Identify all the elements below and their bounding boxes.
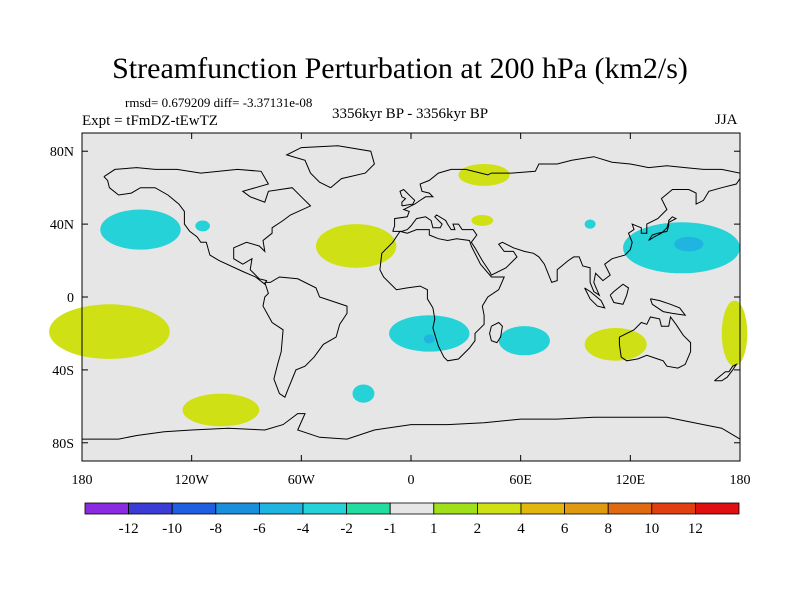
colorbar-label: -1 [384, 521, 397, 537]
colorbar-label: -4 [297, 521, 310, 537]
australia-pos-contour [584, 327, 647, 361]
colorbar-label: -6 [253, 521, 266, 537]
colorbar-swatch [84, 502, 129, 515]
colorbar-label: 4 [517, 521, 525, 537]
nw-pacific-core-contour [674, 236, 704, 252]
colorbar-label: 2 [474, 521, 482, 537]
colorbar-swatch [564, 502, 609, 515]
mediterranean-pos-contour [471, 215, 494, 226]
colorbar-swatch [128, 502, 173, 515]
lat-tick-label: 40N [50, 218, 74, 233]
lon-tick-label: 0 [408, 473, 415, 488]
plot-title: Streamfunction Perturbation at 200 hPa (… [112, 52, 688, 85]
lon-tick-label: 60E [509, 473, 532, 488]
period-label: 3356kyr BP - 3356kyr BP [331, 106, 489, 122]
colorbar-label: 6 [561, 521, 569, 537]
season-label: JJA [715, 112, 738, 128]
colorbar-label: 1 [430, 521, 438, 537]
indian-ocean-neg-contour [498, 326, 550, 356]
coast-africa [379, 229, 505, 362]
coast-australia [618, 315, 692, 369]
colorbar-swatch [346, 502, 391, 515]
s-atlantic-neg-contour [389, 315, 470, 352]
colorbar-swatch [520, 502, 565, 515]
colorbar-swatch [171, 502, 217, 515]
coast-japan [648, 216, 678, 241]
colorbar-swatch [389, 502, 435, 515]
colorbar-label: 12 [688, 521, 703, 537]
anomaly-layer [49, 163, 748, 427]
colorbar-swatch [695, 502, 740, 515]
colorbar-label: 8 [604, 521, 612, 537]
coast-new-guinea [649, 298, 687, 316]
map-axes: 180 120W 60W 0 60E 120E 180 80N 40N 0 40S 80S [50, 133, 751, 488]
lat-tick-label: 80S [52, 437, 74, 452]
lon-tick-label: 120W [175, 473, 210, 488]
lat-tick-label: 0 [67, 291, 74, 306]
colorbar-label: -2 [340, 521, 353, 537]
tasman-pos-contour [721, 300, 748, 367]
coast-madagascar [489, 321, 503, 344]
lon-tick-label: 60W [288, 473, 316, 488]
s-pacific-pos-contour [49, 304, 170, 359]
lat-tick-label: 80N [50, 145, 74, 160]
central-asia-neg-contour [584, 219, 596, 229]
lon-tick-label: 180 [72, 473, 93, 488]
arctic-pos-contour [458, 163, 510, 186]
colorbar-swatch [302, 502, 347, 515]
colorbar: -12 -10 -8 -6 -4 -2 -1 1 2 4 6 8 10 12 [84, 502, 740, 537]
rmsd-diff-stats: rmsd= 0.679209 diff= -3.37131e-08 [125, 95, 313, 110]
s-atlantic-south-neg-contour [352, 384, 375, 403]
colorbar-swatch [215, 502, 260, 515]
colorbar-swatch [607, 502, 653, 515]
coast-sumatra [584, 287, 606, 309]
ocean-background [82, 133, 740, 461]
experiment-label: Expt = tFmDZ-tEwTZ [82, 113, 218, 129]
colorbar-swatch [476, 502, 522, 515]
n-pacific-neg-contour [100, 209, 181, 250]
coast-borneo [609, 283, 630, 305]
colorbar-swatch [258, 502, 304, 515]
coast-antarctica [82, 413, 741, 440]
coast-uk [399, 188, 416, 207]
colorbar-label: -10 [162, 521, 182, 537]
lon-tick-label: 180 [730, 473, 751, 488]
lat-tick-label: 40S [52, 364, 74, 379]
coastlines [82, 145, 741, 440]
coast-eurasia-africa [392, 156, 741, 297]
coast-new-zealand [714, 363, 738, 382]
n-america-neg-contour [195, 220, 210, 232]
coast-south-america [262, 276, 348, 398]
colorbar-label: 10 [644, 521, 659, 537]
colorbar-swatch [651, 502, 696, 515]
lon-tick-label: 120E [616, 473, 646, 488]
colorbar-label: -12 [119, 521, 139, 537]
se-pacific-pos-contour [182, 393, 260, 427]
coast-north-america [103, 167, 312, 285]
colorbar-label: -8 [210, 521, 223, 537]
coast-greenland [285, 145, 375, 189]
n-atlantic-pos-contour [315, 224, 397, 268]
s-atlantic-core-contour [423, 334, 435, 344]
colorbar-swatch [433, 502, 478, 515]
